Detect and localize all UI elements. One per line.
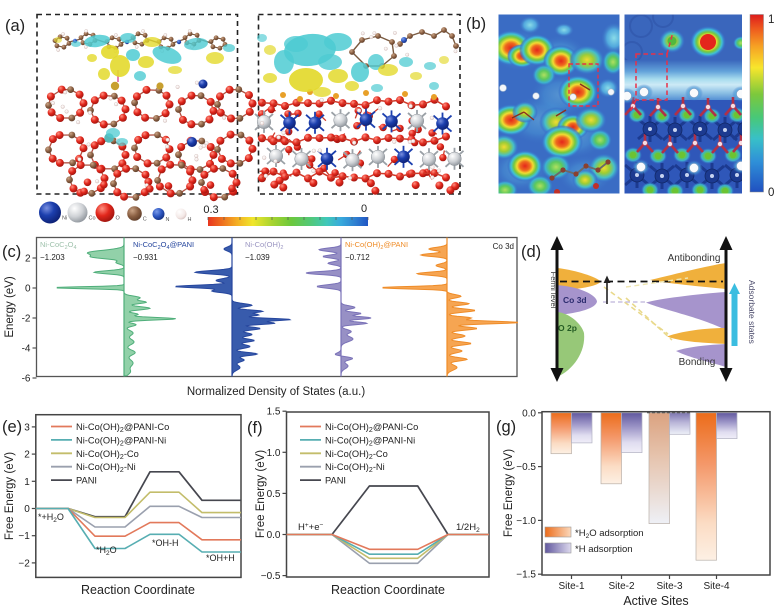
svg-text:C: C — [143, 217, 147, 223]
svg-text:Co 3d: Co 3d — [563, 295, 587, 305]
svg-text:-6: -6 — [22, 374, 31, 385]
svg-text:1: 1 — [24, 477, 30, 488]
svg-text:Ni: Ni — [62, 216, 67, 222]
svg-text:Co: Co — [89, 216, 96, 222]
svg-text:−0.5: −0.5 — [516, 462, 536, 473]
svg-text:-2: -2 — [22, 314, 31, 325]
svg-text:O: O — [116, 216, 121, 222]
svg-text:Free Energy (eV): Free Energy (eV) — [255, 450, 267, 538]
svg-text:Fermi level: Fermi level — [549, 272, 558, 309]
svg-text:PANI: PANI — [325, 476, 346, 486]
svg-text:0: 0 — [25, 284, 31, 295]
svg-text:Bonding: Bonding — [679, 357, 716, 368]
svg-text:Ni-Co(OH)2@PANI-Co: Ni-Co(OH)2@PANI-Co — [325, 422, 418, 434]
svg-text:0: 0 — [361, 203, 367, 215]
svg-text:3: 3 — [24, 422, 30, 433]
svg-text:0.5: 0.5 — [267, 489, 281, 500]
svg-text:Ni-Co(OH)2: Ni-Co(OH)2 — [245, 240, 283, 251]
svg-text:O 2p: O 2p — [558, 323, 577, 333]
svg-text:Reaction Coordinate: Reaction Coordinate — [81, 583, 195, 597]
svg-text:Active Sites: Active Sites — [623, 594, 688, 608]
svg-text:1/2H2: 1/2H2 — [456, 522, 480, 534]
svg-text:Ni-Co(OH)2-Co: Ni-Co(OH)2-Co — [325, 449, 388, 461]
svg-text:−1.039: −1.039 — [245, 253, 270, 262]
svg-text:0.0: 0.0 — [267, 530, 281, 541]
svg-text:(f): (f) — [247, 419, 263, 437]
svg-text:(d): (d) — [521, 243, 541, 261]
svg-text:2: 2 — [25, 254, 31, 265]
svg-text:*H2O adsorption: *H2O adsorption — [575, 528, 644, 540]
svg-text:Site-4: Site-4 — [703, 581, 730, 592]
svg-text:Site-2: Site-2 — [608, 581, 635, 592]
svg-text:−0.931: −0.931 — [133, 253, 158, 262]
svg-text:0: 0 — [24, 504, 30, 515]
svg-text:Free Energy (eV): Free Energy (eV) — [4, 452, 16, 540]
svg-text:−1: −1 — [18, 531, 30, 542]
svg-text:H: H — [188, 217, 192, 223]
svg-text:Free Energy (eV): Free Energy (eV) — [503, 449, 515, 537]
svg-text:Antibonding: Antibonding — [668, 253, 721, 264]
svg-text:−1.0: −1.0 — [516, 516, 536, 527]
svg-text:Site-3: Site-3 — [656, 581, 683, 592]
svg-text:*OH-H: *OH-H — [152, 538, 179, 548]
svg-text:Ni-Co(OH)2@PANI-Ni: Ni-Co(OH)2@PANI-Ni — [325, 435, 415, 447]
svg-text:0.3: 0.3 — [203, 204, 218, 216]
svg-text:N: N — [166, 217, 170, 223]
svg-text:−1.5: −1.5 — [516, 570, 536, 581]
svg-text:−2: −2 — [18, 558, 30, 569]
svg-text:-4: -4 — [22, 344, 31, 355]
svg-text:Ni-CoC2O4: Ni-CoC2O4 — [40, 240, 77, 251]
svg-text:2: 2 — [24, 450, 30, 461]
svg-text:Energy (eV): Energy (eV) — [4, 276, 16, 338]
svg-text:*H2O: *H2O — [96, 545, 117, 557]
svg-text:Normalized Density of States (: Normalized Density of States (a.u.) — [187, 386, 365, 398]
svg-text:*+H2O: *+H2O — [38, 512, 64, 524]
svg-text:1: 1 — [768, 14, 774, 26]
svg-text:−0.712: −0.712 — [345, 253, 370, 262]
svg-text:−1.203: −1.203 — [40, 253, 65, 262]
svg-text:1.0: 1.0 — [267, 448, 281, 459]
svg-text:*H adsorption: *H adsorption — [575, 544, 633, 555]
svg-text:1.5: 1.5 — [267, 407, 281, 418]
svg-text:(e): (e) — [2, 418, 22, 436]
svg-text:(g): (g) — [496, 418, 516, 436]
svg-text:Ni-Co(OH)2@PANI-Ni: Ni-Co(OH)2@PANI-Ni — [76, 435, 166, 447]
svg-text:Ni-Co(OH)2-Co: Ni-Co(OH)2-Co — [76, 449, 139, 461]
svg-text:H++e−: H++e− — [298, 522, 324, 533]
svg-text:0: 0 — [768, 187, 774, 199]
svg-text:(c): (c) — [2, 243, 21, 261]
svg-text:Ni-CoC2O4@PANI: Ni-CoC2O4@PANI — [133, 240, 194, 251]
svg-text:−0.5: −0.5 — [261, 571, 281, 582]
svg-text:Ni-Co(OH)2@PANI: Ni-Co(OH)2@PANI — [345, 240, 408, 251]
svg-text:*OH+H: *OH+H — [206, 553, 235, 563]
svg-text:(b): (b) — [466, 15, 486, 33]
svg-text:PANI: PANI — [76, 476, 97, 486]
svg-text:0.0: 0.0 — [522, 408, 536, 419]
svg-text:Reaction Coordinate: Reaction Coordinate — [331, 583, 445, 597]
svg-text:Site-1: Site-1 — [558, 581, 585, 592]
svg-text:(a): (a) — [5, 17, 25, 35]
svg-text:Adsorbate states: Adsorbate states — [747, 280, 757, 344]
svg-text:Co 3d: Co 3d — [493, 242, 514, 251]
svg-text:Ni-Co(OH)2@PANI-Co: Ni-Co(OH)2@PANI-Co — [76, 422, 169, 434]
